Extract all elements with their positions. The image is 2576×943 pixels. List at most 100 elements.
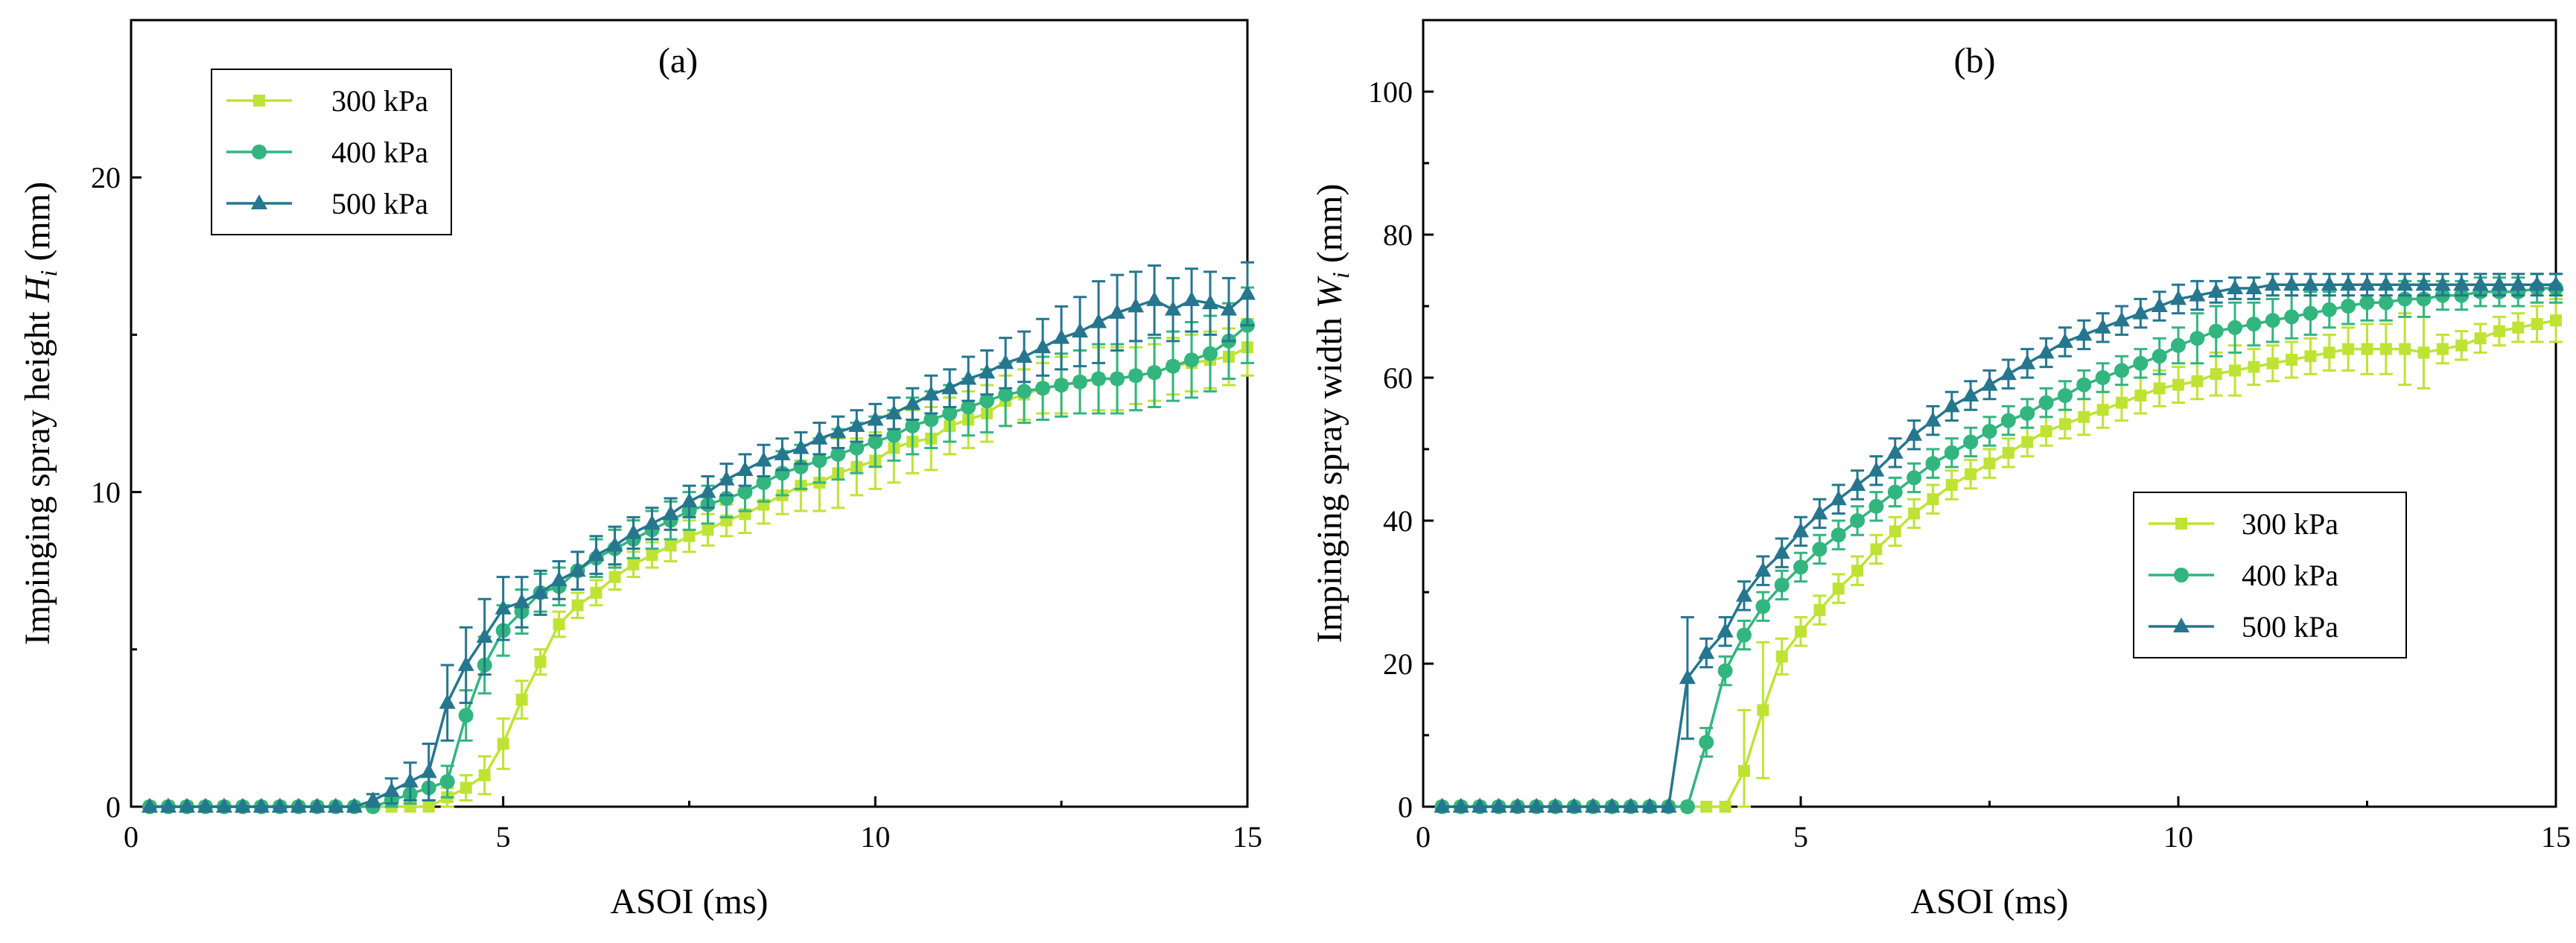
data-point — [2246, 317, 2262, 331]
data-point — [1700, 801, 1713, 813]
data-point — [923, 412, 939, 428]
data-point — [1585, 798, 1602, 813]
data-point — [1925, 456, 1941, 472]
data-point — [571, 599, 584, 612]
data-point — [2472, 276, 2489, 291]
data-point — [1982, 424, 1997, 439]
data-point — [458, 708, 474, 723]
legend-marker — [251, 194, 267, 209]
data-point — [2229, 364, 2242, 377]
data-point — [1239, 285, 1256, 300]
data-point — [2323, 346, 2335, 359]
data-point — [1755, 599, 1771, 615]
legend-label: 500 kPa — [331, 187, 428, 220]
x-tick-label: 10 — [860, 820, 890, 854]
data-point — [1509, 798, 1526, 813]
data-point — [1202, 294, 1219, 310]
y-tick-label: 20 — [1383, 647, 1413, 681]
panel-label: (a) — [658, 41, 698, 80]
data-point — [234, 798, 251, 813]
data-point — [2248, 361, 2260, 373]
data-point — [2548, 276, 2564, 291]
data-point — [2000, 413, 2016, 428]
data-point — [904, 395, 921, 410]
data-point — [1622, 798, 1639, 813]
y-tick-label: 0 — [1398, 790, 1413, 824]
data-point — [774, 445, 791, 460]
data-point — [478, 769, 491, 781]
data-point — [848, 416, 865, 432]
data-point — [2528, 276, 2545, 291]
data-point — [1944, 445, 1959, 460]
data-point — [1850, 513, 1866, 528]
series-300-kpa — [143, 317, 1254, 813]
data-point — [1091, 371, 1107, 387]
data-point — [1983, 457, 1996, 470]
data-point — [271, 798, 288, 813]
legend-marker — [2173, 617, 2189, 632]
data-point — [2207, 282, 2224, 298]
data-point — [1452, 798, 1469, 813]
data-point — [2114, 363, 2129, 378]
data-point — [867, 410, 884, 426]
data-point — [718, 470, 735, 486]
data-point — [2057, 388, 2073, 403]
data-point — [1717, 663, 1733, 679]
data-point — [1812, 542, 1828, 557]
data-point — [1221, 300, 1238, 316]
data-point — [1719, 801, 1731, 813]
data-point — [1110, 371, 1125, 387]
data-point — [2094, 318, 2111, 334]
data-point — [2264, 276, 2281, 291]
data-point — [2361, 343, 2373, 355]
data-point — [1109, 303, 1126, 319]
data-point — [756, 474, 772, 490]
data-point — [513, 593, 530, 609]
data-point — [792, 439, 810, 454]
data-point — [2171, 337, 2186, 353]
data-point — [849, 440, 865, 456]
data-point — [420, 763, 437, 778]
data-point — [2378, 295, 2394, 311]
data-point — [1889, 525, 1901, 538]
series-line — [150, 346, 1248, 808]
x-tick-label: 5 — [496, 820, 511, 854]
data-point — [2076, 326, 2093, 341]
series-500-kpa — [141, 261, 1256, 813]
data-point — [1757, 704, 1769, 717]
panel-label: (b) — [1954, 41, 1996, 80]
data-point — [1035, 381, 1051, 396]
data-point — [1811, 504, 1828, 520]
data-point — [1945, 479, 1958, 491]
data-point — [1868, 461, 1885, 477]
data-point — [606, 536, 623, 552]
data-point — [2550, 314, 2562, 327]
data-point — [2132, 304, 2149, 320]
legend-label: 500 kPa — [2242, 610, 2338, 644]
data-point — [1054, 377, 1069, 393]
data-point — [1603, 798, 1621, 813]
data-point — [830, 446, 846, 462]
data-point — [2170, 290, 2187, 305]
y-tick-label: 80 — [1383, 218, 1413, 252]
data-point — [2040, 425, 2052, 437]
data-point — [1641, 798, 1659, 813]
data-point — [699, 483, 716, 498]
data-point — [2210, 368, 2222, 381]
data-point — [2397, 276, 2414, 291]
data-point — [1072, 374, 1088, 390]
data-point — [1490, 798, 1507, 813]
data-point — [2510, 276, 2527, 291]
data-point — [2096, 404, 2109, 416]
data-point — [2359, 295, 2375, 311]
data-point — [662, 505, 679, 521]
data-point — [1927, 493, 1939, 506]
data-point — [2321, 276, 2338, 291]
data-point — [755, 451, 772, 467]
legend-marker — [253, 95, 265, 107]
data-point — [905, 418, 920, 434]
data-point — [2151, 297, 2168, 312]
data-point — [737, 461, 754, 477]
data-point — [1736, 627, 1752, 643]
data-point — [2002, 446, 2014, 459]
